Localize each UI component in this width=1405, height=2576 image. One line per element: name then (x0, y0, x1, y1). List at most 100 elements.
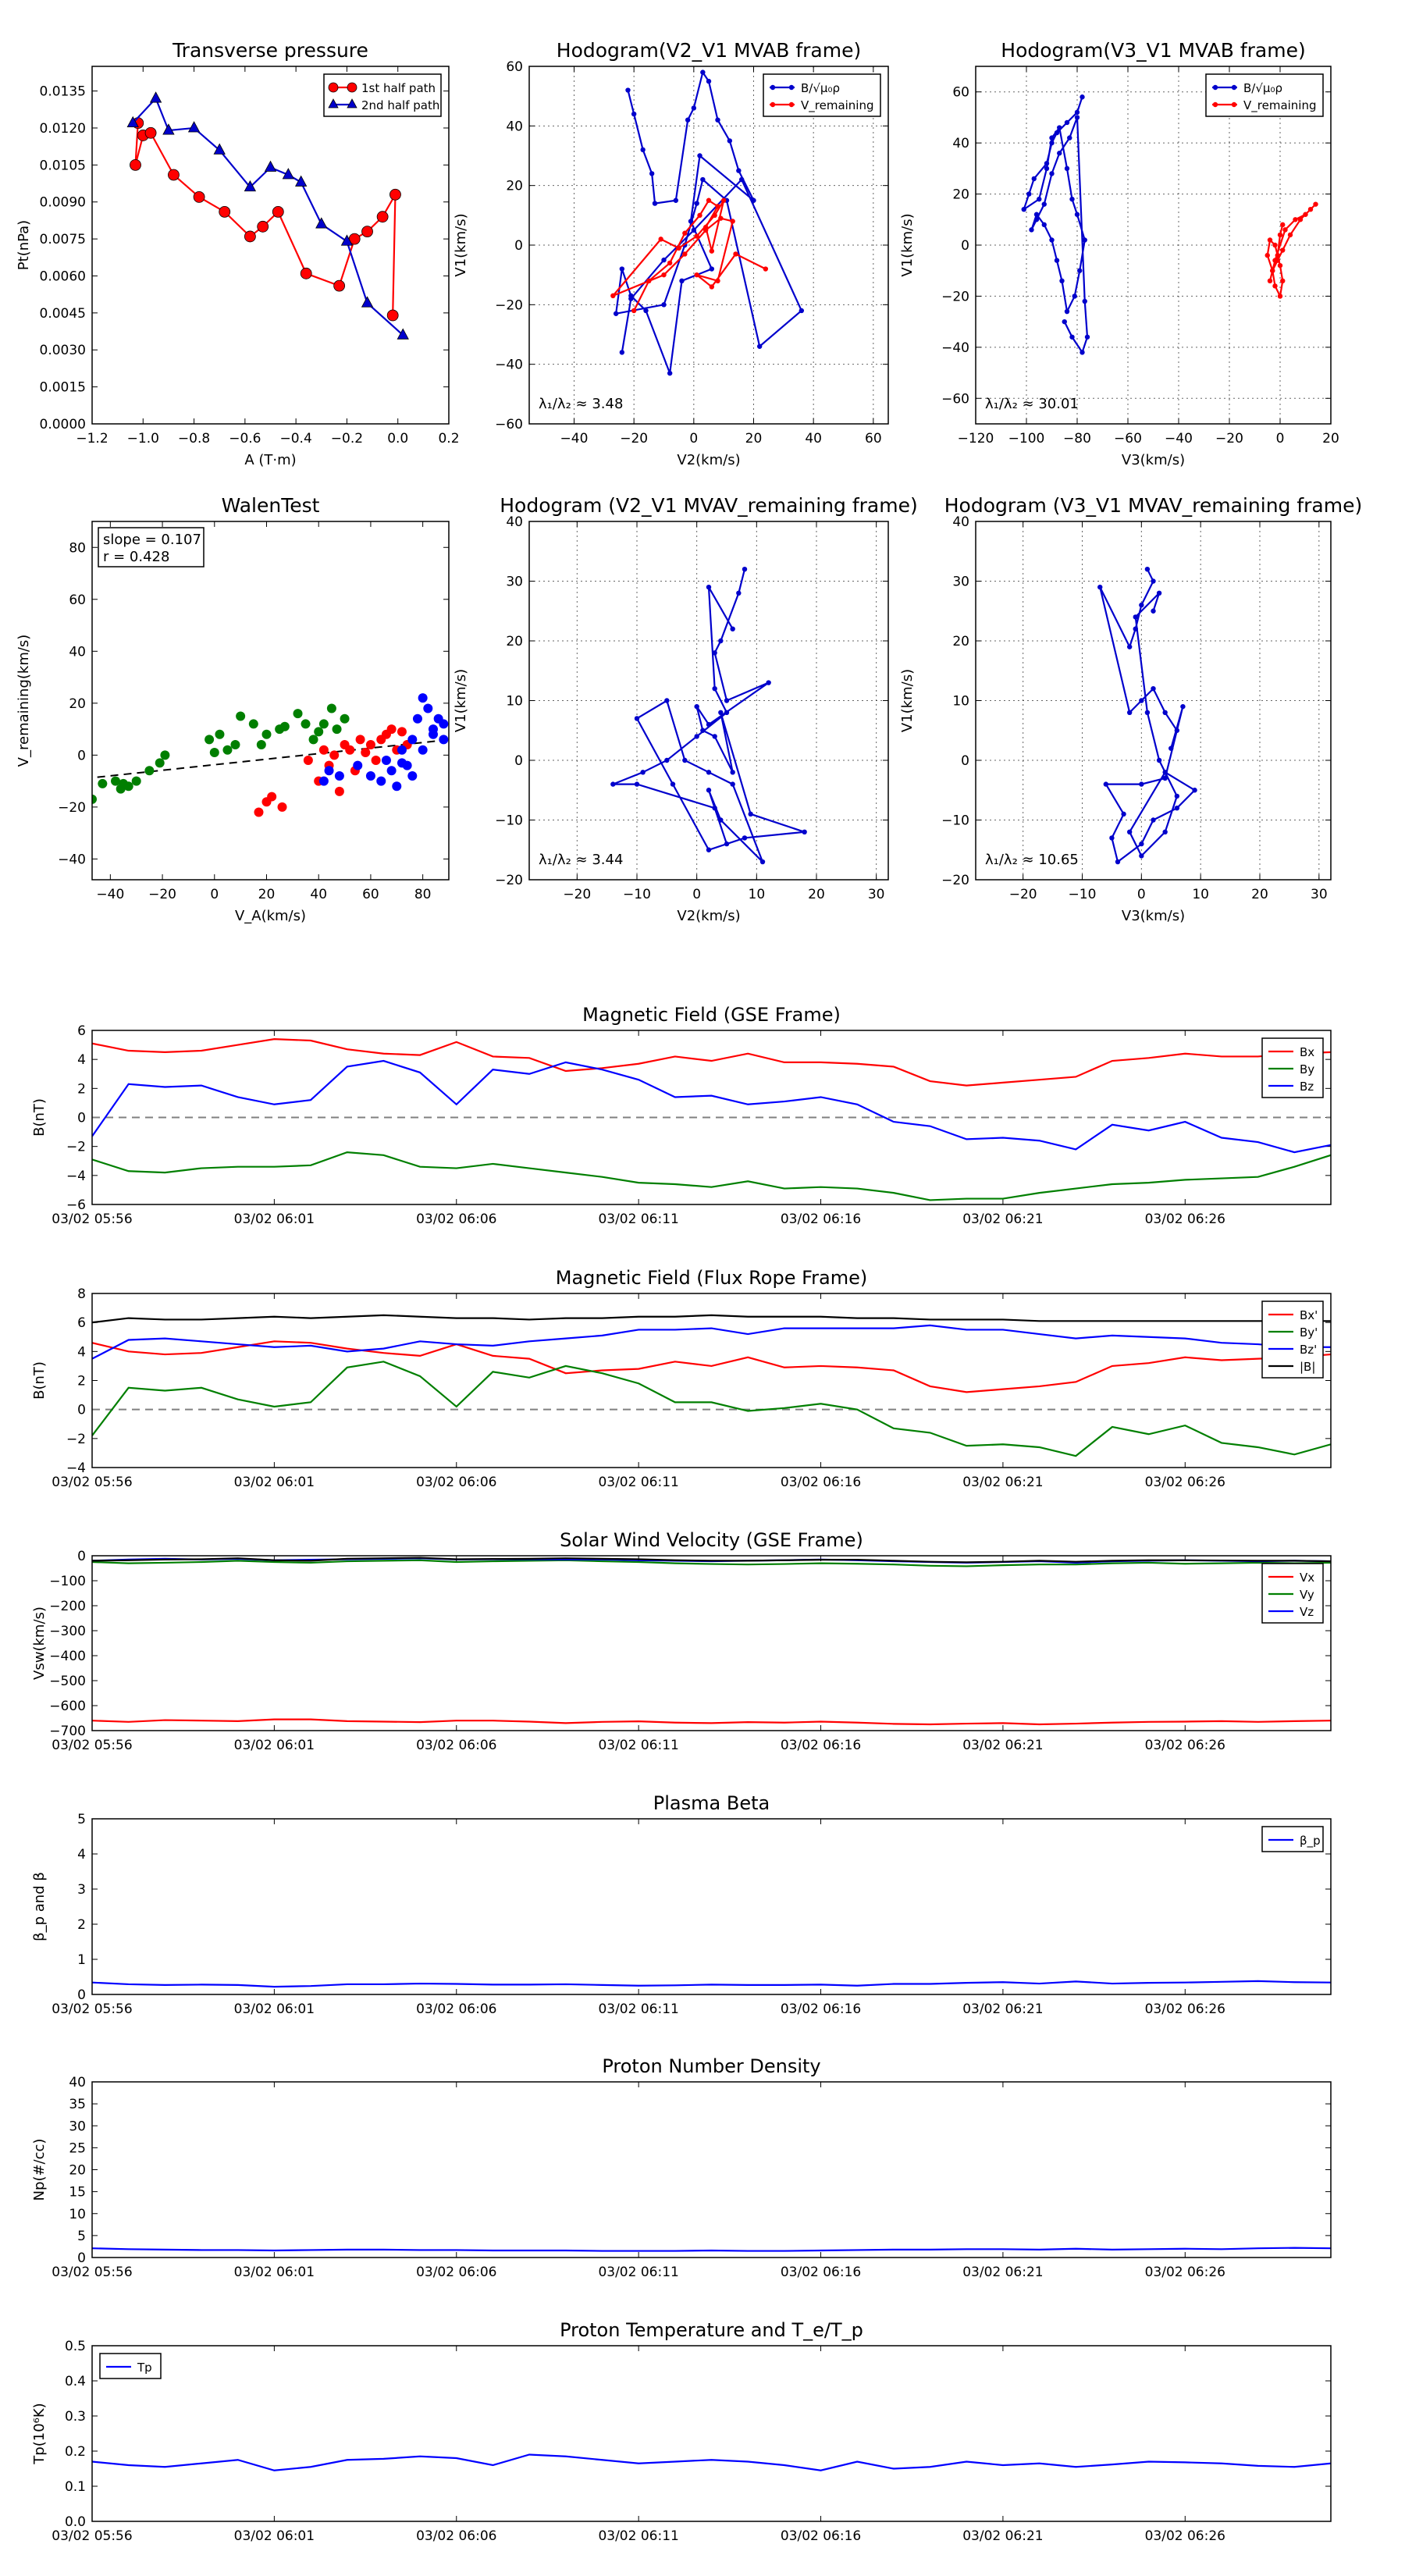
data-point (730, 219, 735, 224)
data-point (215, 729, 225, 739)
series-1 (92, 1559, 1331, 1567)
legend-marker (1212, 101, 1218, 108)
x-axis-label: V2(km/s) (677, 452, 740, 468)
x-tick-label: 03/02 06:06 (416, 1738, 496, 1753)
x-tick-label: −0.4 (280, 431, 312, 447)
y-tick-label: 0.5 (65, 2339, 86, 2354)
chart-title: Proton Temperature and T_e/T_p (560, 2319, 863, 2341)
chart-title: Hodogram (V3_V1 MVAV_remaining frame) (944, 494, 1363, 517)
data-point (1064, 119, 1070, 126)
x-tick-label: 0 (1137, 887, 1146, 902)
x-axis-label: A (T·m) (244, 452, 296, 468)
data-point (664, 757, 670, 763)
data-point (706, 770, 712, 775)
data-point (694, 703, 699, 710)
data-point (1307, 207, 1314, 212)
data-point (652, 201, 658, 206)
chart-h1: Hodogram(V2_V1 MVAB frame) −40 −20 0 20 40 60 −… (453, 39, 889, 468)
x-tick-label: 03/02 06:26 (1145, 2001, 1225, 2017)
x-tick-label: 03/02 06:06 (416, 1212, 496, 1227)
data-point (1144, 710, 1151, 715)
legend-marker (770, 84, 776, 91)
plot-frame (528, 521, 889, 881)
y-tick-label: 0.0000 (40, 417, 86, 432)
legend-label: Vz (1300, 1605, 1314, 1619)
y-axis-label: Pt(nPa) (16, 220, 32, 270)
data-point (1082, 237, 1087, 243)
data-point (1139, 841, 1144, 847)
x-tick-label: −120 (958, 431, 994, 447)
legend-label: V_remaining (1243, 98, 1317, 113)
data-point (303, 756, 313, 765)
data-point (1054, 258, 1060, 263)
data-point (428, 729, 438, 739)
x-tick-label: −20 (620, 431, 648, 447)
y-tick-label: −2 (66, 1140, 86, 1155)
x-tick-label: 03/02 06:01 (234, 2265, 315, 2280)
data-point (397, 328, 409, 340)
y-tick-label: −600 (49, 1699, 86, 1714)
legend-label: Tp (137, 2361, 152, 2375)
x-tick-label: 03/02 06:21 (962, 1212, 1043, 1227)
data-point (1059, 278, 1065, 283)
y-axis-label: B(nT) (31, 1361, 48, 1400)
chart-title: Hodogram (V2_V1 MVAV_remaining frame) (500, 494, 918, 517)
data-point (1270, 268, 1275, 273)
data-point (1057, 125, 1062, 130)
data-point (397, 745, 407, 755)
data-point (706, 78, 712, 84)
data-point (213, 143, 226, 155)
data-point (1044, 165, 1050, 172)
y-tick-label: 0.3 (65, 2409, 86, 2425)
y-tick-label: −20 (58, 800, 86, 816)
series-line (612, 568, 806, 863)
data-point (634, 716, 640, 721)
data-point (724, 710, 730, 715)
x-tick-label: 03/02 06:21 (962, 1475, 1043, 1490)
data-point (694, 233, 699, 239)
data-point (386, 766, 397, 776)
data-point (315, 217, 328, 229)
data-point (365, 740, 375, 750)
y-tick-label: −40 (941, 340, 969, 356)
data-point (329, 750, 340, 760)
data-point (1162, 775, 1168, 781)
y-tick-label: −20 (941, 289, 969, 304)
plot-area (610, 69, 805, 376)
data-point (1049, 171, 1055, 176)
data-point (730, 626, 735, 632)
data-point (257, 220, 269, 233)
x-tick-label: 20 (258, 887, 276, 902)
data-point (1021, 207, 1026, 212)
x-tick-label: 03/02 05:56 (52, 1475, 132, 1490)
series-line (1099, 568, 1197, 863)
y-tick-label: 25 (69, 2140, 86, 2156)
data-point (1069, 196, 1075, 202)
x-tick-label: 03/02 06:21 (962, 1738, 1043, 1753)
data-point (661, 302, 667, 308)
x-tick-label: −1.2 (76, 431, 108, 447)
data-point (1174, 806, 1180, 811)
data-point (267, 792, 277, 802)
y-tick-label: −40 (58, 852, 86, 867)
series-line (92, 1340, 1331, 1393)
series-0 (92, 1980, 1331, 1988)
legend: Vx Vy Vz (1261, 1563, 1324, 1624)
data-point (318, 776, 329, 786)
x-tick-label: 0 (210, 887, 219, 902)
x-tick-label: 20 (745, 431, 763, 447)
x-tick-label: 03/02 06:16 (781, 1475, 861, 1490)
data-point (386, 724, 397, 735)
data-point (423, 703, 433, 713)
data-point (742, 835, 748, 841)
y-tick-label: 4 (77, 1344, 86, 1360)
data-point (736, 168, 742, 173)
chart-tp: Proton Temperature and T_e/T_p 03/02 05:5… (31, 2319, 1332, 2544)
data-point (715, 278, 720, 283)
y-tick-label: 60 (506, 59, 523, 75)
plot-area (1021, 94, 1318, 355)
series-line (92, 1038, 1331, 1087)
x-tick-label: 03/02 06:16 (781, 2001, 861, 2017)
y-tick-label: 0 (514, 238, 523, 254)
